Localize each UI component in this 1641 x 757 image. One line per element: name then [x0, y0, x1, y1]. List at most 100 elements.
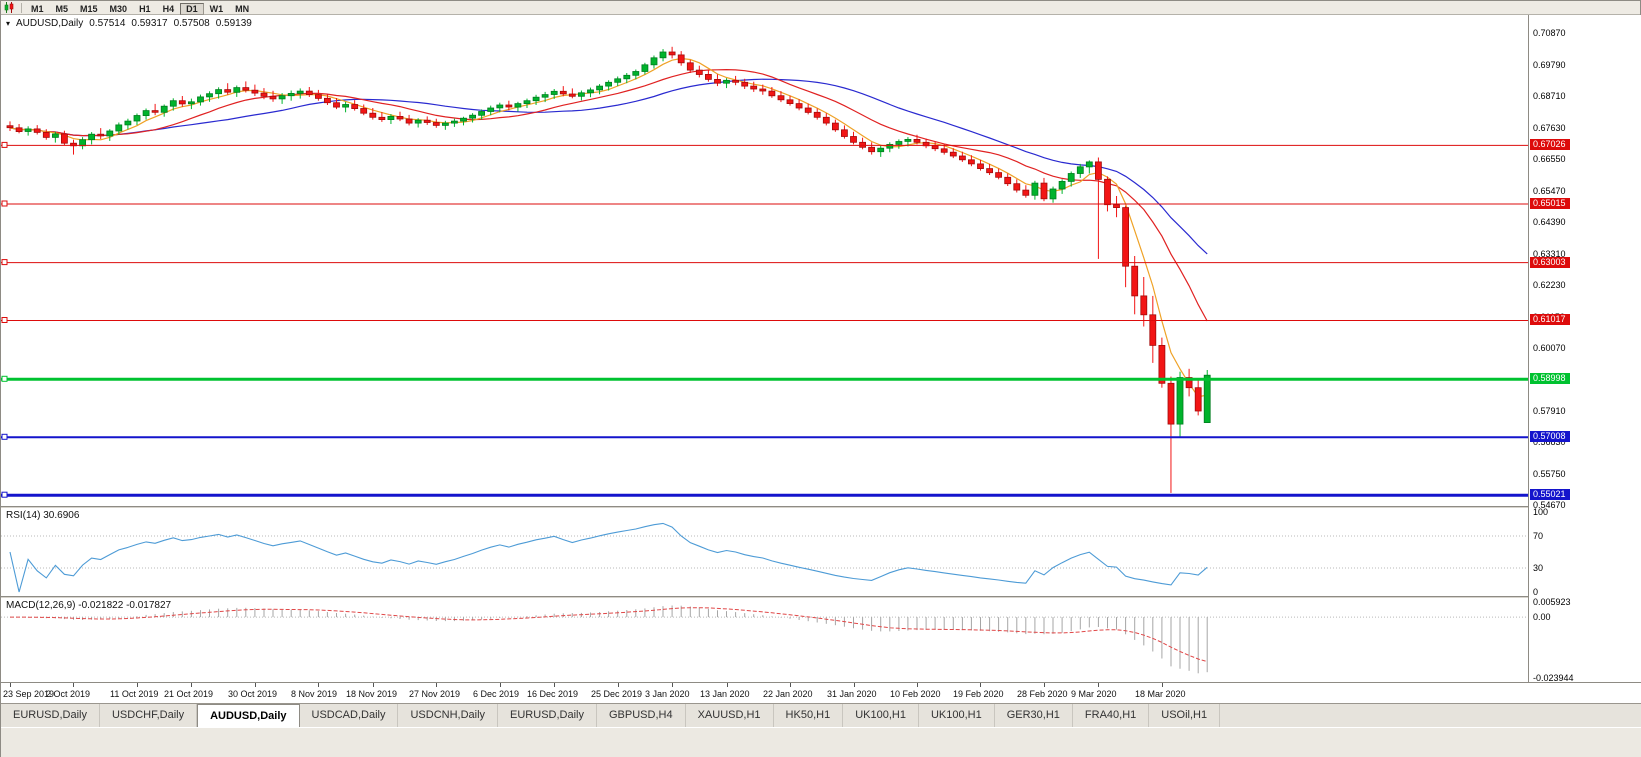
timeframe-m15[interactable]: M15: [74, 3, 104, 15]
timeframe-h1[interactable]: H1: [133, 3, 157, 15]
date-label: 27 Nov 2019: [409, 689, 461, 699]
timeframe-m5[interactable]: M5: [50, 3, 75, 15]
date-label: 13 Jan 2020: [700, 689, 750, 699]
low-value: 0.57508: [173, 18, 210, 29]
price-axis-label: 0.68710: [1533, 91, 1566, 101]
date-axis[interactable]: 23 Sep 2019 2 Oct 2019 11 Oct 2019 21 Oct 2…: [1, 682, 1641, 703]
date-tick: [554, 683, 555, 687]
price-axis-label: 0.69790: [1533, 60, 1566, 70]
hline-0.65015[interactable]: [1, 200, 1528, 207]
hline-0.61017[interactable]: [1, 317, 1528, 323]
date-label: 30 Oct 2019: [228, 689, 278, 699]
chart-tab-xauusd-h1[interactable]: XAUUSD,H1: [685, 704, 774, 727]
hline-price-label: 0.67026: [1530, 139, 1570, 150]
date-label: 16 Dec 2019: [527, 689, 579, 699]
chart-tab-audusd-daily[interactable]: AUDUSD,Daily: [197, 704, 300, 727]
timeframe-mn[interactable]: MN: [229, 3, 255, 15]
timeframe-m1[interactable]: M1: [25, 3, 50, 15]
date-tick: [373, 683, 374, 687]
price-axis[interactable]: 0.70870 0.69790 0.68710 0.67630 0.66550 0.654…: [1528, 15, 1641, 683]
date-label: 28 Feb 2020: [1017, 689, 1068, 699]
rsi-scale-label: 30: [1533, 563, 1544, 573]
chart-tab-eurusd-daily[interactable]: EURUSD,Daily: [498, 704, 597, 727]
date-label: 10 Feb 2020: [890, 689, 941, 699]
hline-handle: [1, 375, 8, 382]
rsi-line: [9, 522, 1208, 593]
price-axis-label: 0.60070: [1533, 343, 1566, 353]
date-tick: [500, 683, 501, 687]
close-value: 0.59139: [215, 18, 252, 29]
chart-tab-uk100-h1[interactable]: UK100,H1: [843, 704, 919, 727]
date-tick: [1044, 683, 1045, 687]
chart-tab-usdcnh-daily[interactable]: USDCNH,Daily: [398, 704, 499, 727]
date-tick: [436, 683, 437, 687]
chart-tab-gbpusd-h4[interactable]: GBPUSD,H4: [597, 704, 686, 727]
timeframe-buttons: M1 M5 M15 M30 H1 H4 D1 W1 MN: [25, 0, 255, 17]
hline-price-label: 0.55021: [1530, 489, 1570, 500]
date-label: 11 Oct 2019: [110, 689, 159, 699]
price-axis-label: 0.64390: [1533, 217, 1566, 227]
price-axis-label: 0.66550: [1533, 154, 1566, 164]
macd-chart[interactable]: [1, 598, 1528, 682]
macd-scale-label: -0.023944: [1533, 673, 1574, 683]
price-axis-label: 0.56830: [1533, 437, 1566, 447]
hline-handle: [1, 259, 8, 266]
hline-0.67026[interactable]: [1, 141, 1528, 148]
price-axis-label: 0.70870: [1533, 28, 1566, 38]
chart-tab-usdcad-daily[interactable]: USDCAD,Daily: [299, 704, 399, 727]
date-label: 19 Feb 2020: [953, 689, 1004, 699]
date-tick: [137, 683, 138, 687]
rsi-label: RSI(14) 30.6906: [6, 510, 80, 521]
macd-label: MACD(12,26,9) -0.021822 -0.017827: [6, 600, 172, 611]
hline-0.63003[interactable]: [1, 259, 1528, 266]
chart-tab-uk100-h1[interactable]: UK100,H1: [918, 704, 995, 727]
price-axis-label: 0.67630: [1533, 123, 1566, 133]
date-label: 25 Dec 2019: [591, 689, 643, 699]
timeframe-h4[interactable]: H4: [157, 3, 181, 15]
hline-0.58998[interactable]: [1, 375, 1528, 382]
timeframe-w1[interactable]: W1: [204, 3, 230, 15]
date-tick: [318, 683, 319, 687]
price-chart[interactable]: [1, 15, 1528, 506]
symbol-dropdown-icon[interactable]: ▾: [6, 18, 11, 28]
open-value: 0.57514: [89, 18, 126, 29]
chart-tab-usoil-h1[interactable]: USOil,H1: [1149, 704, 1221, 727]
chart-tab-usdchf-daily[interactable]: USDCHF,Daily: [99, 704, 198, 727]
hline-price-label: 0.58998: [1530, 373, 1570, 384]
pane-separator[interactable]: [1, 596, 1641, 598]
date-tick: [790, 683, 791, 687]
date-label: 2 Oct 2019: [46, 689, 91, 699]
candles-series[interactable]: [6, 46, 1211, 493]
macd-scale-label: 0.00: [1533, 612, 1551, 622]
high-value: 0.59317: [131, 18, 168, 29]
date-tick: [191, 683, 192, 687]
hline-0.55021[interactable]: [1, 491, 1528, 498]
date-label: 9 Mar 2020: [1071, 689, 1117, 699]
status-bar: [1, 727, 1641, 757]
price-axis-label: 0.54670: [1533, 500, 1566, 510]
date-tick: [10, 683, 11, 687]
rsi-chart[interactable]: [1, 508, 1528, 596]
date-tick: [1162, 683, 1163, 687]
date-tick: [255, 683, 256, 687]
date-tick: [980, 683, 981, 687]
pane-separator[interactable]: [1, 506, 1641, 508]
date-tick: [917, 683, 918, 687]
candlestick-chart-icon[interactable]: [3, 2, 15, 13]
chart-tab-eurusd-daily[interactable]: EURUSD,Daily: [1, 704, 100, 727]
toolbar-separator: [21, 2, 22, 13]
chart-tab-hk50-h1[interactable]: HK50,H1: [773, 704, 844, 727]
timeframe-m30[interactable]: M30: [104, 3, 134, 15]
hline-0.57008[interactable]: [1, 433, 1528, 440]
date-label: 22 Jan 2020: [763, 689, 813, 699]
timeframe-d1[interactable]: D1: [180, 2, 204, 15]
rsi-scale-label: 70: [1533, 531, 1544, 541]
chart-tab-ger30-h1[interactable]: GER30,H1: [994, 704, 1073, 727]
hline-price-label: 0.61017: [1530, 314, 1570, 325]
timeframe-toolbar: M1 M5 M15 M30 H1 H4 D1 W1 MN: [1, 1, 1640, 15]
symbol-info: ▾ AUDUSD,Daily 0.57514 0.59317 0.57508 0…: [6, 18, 252, 29]
ma-fast-line: [9, 57, 1208, 398]
price-axis-label: 0.63310: [1533, 249, 1566, 259]
chart-tab-fra40-h1[interactable]: FRA40,H1: [1072, 704, 1150, 727]
hline-price-label: 0.57008: [1530, 431, 1570, 442]
